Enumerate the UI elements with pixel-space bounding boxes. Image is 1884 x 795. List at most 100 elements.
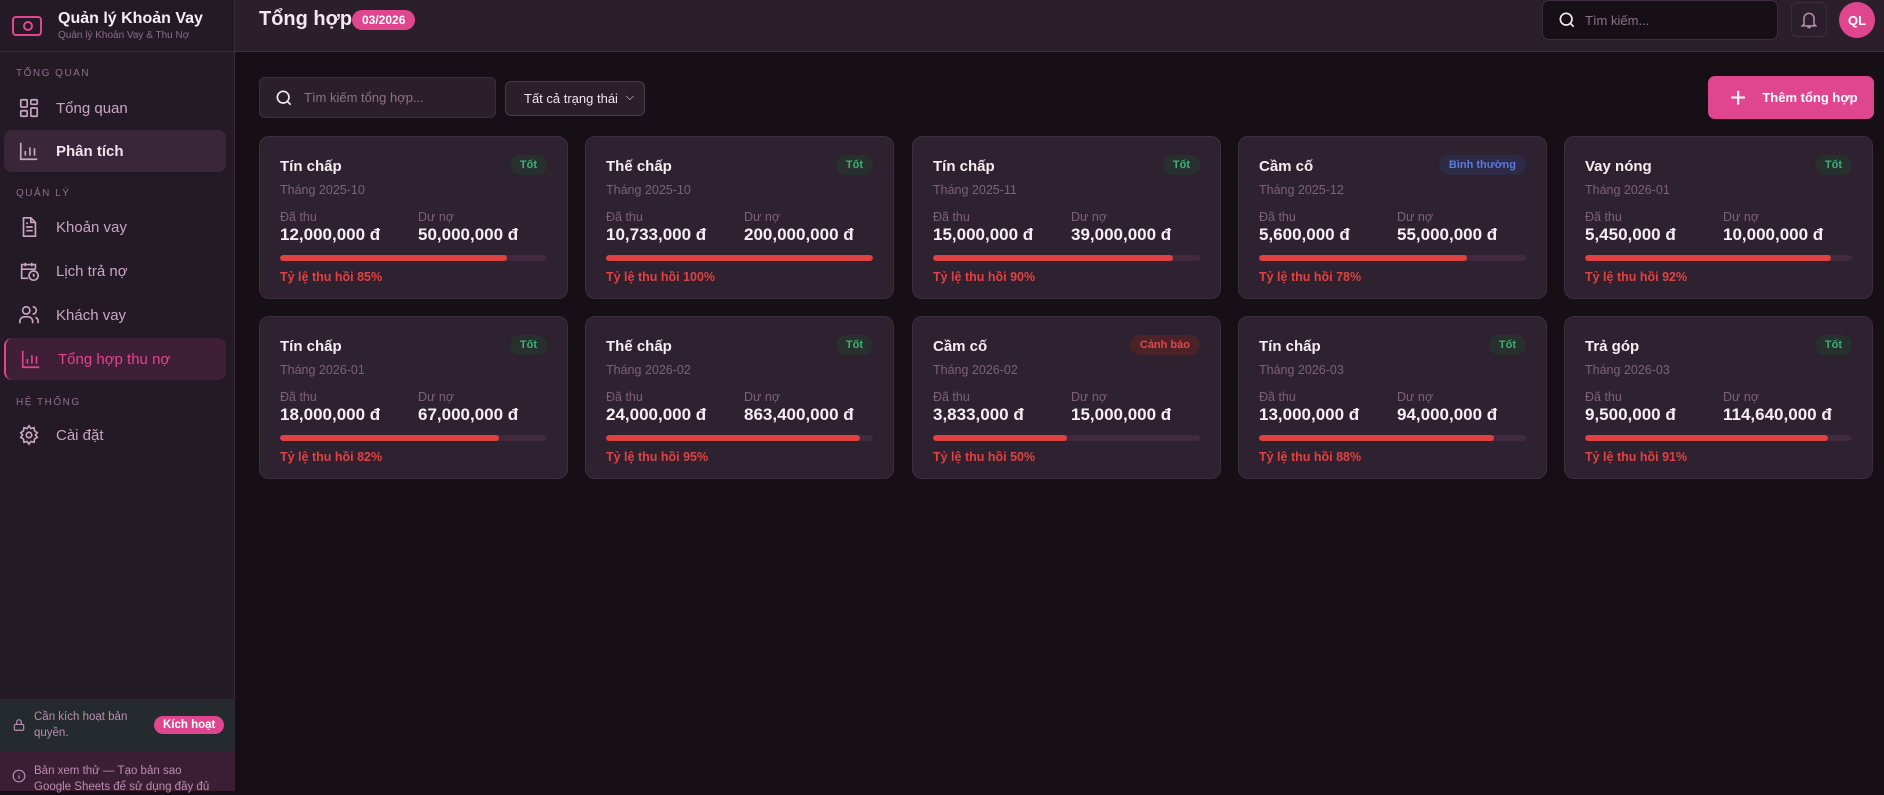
collected-value: 10,733,000 đ: [606, 225, 707, 244]
card-month: Tháng 2026-02: [933, 363, 1018, 377]
collected-label: Đã thu: [933, 210, 970, 224]
recovery-progress-fill: [1259, 255, 1468, 261]
recovery-rate: Tỷ lệ thu hồi 91%: [1585, 450, 1688, 464]
collected-label: Đã thu: [280, 210, 317, 224]
status-badge: Tốt: [1162, 155, 1200, 175]
summary-search-input[interactable]: Tìm kiếm tổng hợp...: [259, 77, 496, 118]
sidebar: Quản lý Khoản Vay Quản lý Khoản Vay & Th…: [0, 0, 235, 793]
status-badge: Tốt: [509, 155, 547, 175]
sidebar-item-label: Tổng hợp thu nợ: [58, 350, 171, 368]
card-month: Tháng 2026-01: [1585, 183, 1670, 197]
status-badge: Tốt: [1814, 335, 1852, 355]
notifications-button[interactable]: [1791, 2, 1827, 37]
app-title: Quản lý Khoản Vay: [58, 10, 203, 27]
bell-icon: [1800, 12, 1818, 28]
card-month: Tháng 2025-12: [1259, 183, 1344, 197]
sidebar-item-settings[interactable]: Cài đặt: [4, 414, 226, 456]
sidebar-item-analysis[interactable]: Phân tích: [4, 130, 226, 172]
sidebar-item-label: Cài đặt: [56, 426, 104, 444]
recovery-progress-bar: [933, 435, 1200, 441]
loan-type: Tín chấp: [280, 158, 342, 175]
avatar[interactable]: QL: [1839, 2, 1875, 38]
section-manage: QUẢN LÝ: [16, 188, 71, 199]
recovery-progress-bar: [280, 435, 547, 441]
sidebar-item-schedule[interactable]: Lịch trả nợ: [4, 250, 226, 292]
summary-card[interactable]: Tín chấp Tháng 2026-03 Tốt Đã thu Dư nợ …: [1238, 316, 1547, 479]
summary-card[interactable]: Tín chấp Tháng 2025-10 Tốt Đã thu Dư nợ …: [259, 136, 568, 299]
chart-icon: [21, 350, 40, 369]
sidebar-item-overview[interactable]: Tổng quan: [4, 87, 226, 129]
recovery-rate: Tỷ lệ thu hồi 90%: [933, 270, 1036, 284]
status-filter-value: Tất cả trạng thái: [524, 91, 618, 106]
recovery-progress-bar: [606, 255, 873, 261]
outstanding-label: Dư nợ: [418, 390, 455, 404]
status-badge: Bình thường: [1438, 155, 1526, 175]
card-month: Tháng 2026-01: [280, 363, 365, 377]
users-icon: [19, 305, 39, 324]
sidebar-item-label: Phân tích: [56, 142, 124, 160]
sidebar-item-loans[interactable]: Khoản vay: [4, 206, 226, 248]
card-month: Tháng 2026-03: [1585, 363, 1670, 377]
recovery-progress-fill: [933, 435, 1067, 441]
collected-value: 5,450,000 đ: [1585, 225, 1676, 244]
summary-card[interactable]: Trả góp Tháng 2026-03 Tốt Đã thu Dư nợ 9…: [1564, 316, 1873, 479]
recovery-rate: Tỷ lệ thu hồi 78%: [1259, 270, 1362, 284]
recovery-rate: Tỷ lệ thu hồi 85%: [280, 270, 383, 284]
status-badge: Tốt: [509, 335, 547, 355]
outstanding-label: Dư nợ: [1397, 210, 1434, 224]
summary-card[interactable]: Tín chấp Tháng 2026-01 Tốt Đã thu Dư nợ …: [259, 316, 568, 479]
recovery-progress-bar: [1585, 435, 1852, 441]
outstanding-value: 200,000,000 đ: [744, 225, 854, 244]
summary-card[interactable]: Thế chấp Tháng 2025-10 Tốt Đã thu Dư nợ …: [585, 136, 894, 299]
add-summary-button[interactable]: + Thêm tổng hợp: [1708, 76, 1874, 119]
plus-icon: +: [1730, 81, 1747, 113]
outstanding-value: 50,000,000 đ: [418, 225, 519, 244]
search-placeholder: Tìm kiếm...: [1585, 12, 1650, 28]
search-placeholder: Tìm kiếm tổng hợp...: [304, 90, 424, 105]
recovery-progress-fill: [280, 255, 507, 261]
summary-card[interactable]: Thế chấp Tháng 2026-02 Tốt Đã thu Dư nợ …: [585, 316, 894, 479]
recovery-progress-fill: [933, 255, 1174, 261]
calendar-clock-icon: [20, 262, 39, 281]
loan-type: Cầm cố: [933, 338, 988, 355]
brand: Quản lý Khoản Vay Quản lý Khoản Vay & Th…: [0, 0, 234, 52]
search-icon: [276, 90, 292, 105]
recovery-rate: Tỷ lệ thu hồi 95%: [606, 450, 709, 464]
sidebar-item-label: Khoản vay: [56, 218, 127, 236]
recovery-progress-fill: [280, 435, 499, 441]
summary-card[interactable]: Vay nóng Tháng 2026-01 Tốt Đã thu Dư nợ …: [1564, 136, 1873, 299]
loan-type: Tín chấp: [280, 338, 342, 355]
loan-type: Cầm cố: [1259, 158, 1314, 175]
collected-label: Đã thu: [1259, 210, 1296, 224]
money-icon: [12, 15, 42, 36]
card-month: Tháng 2025-10: [606, 183, 691, 197]
gear-icon: [19, 424, 39, 446]
status-filter-select[interactable]: Tất cả trạng thái ⌵: [505, 81, 645, 116]
recovery-progress-bar: [280, 255, 547, 261]
outstanding-label: Dư nợ: [1723, 210, 1760, 224]
summary-card[interactable]: Cầm cố Tháng 2026-02 Cảnh báo Đã thu Dư …: [912, 316, 1221, 479]
sidebar-item-debt-summary[interactable]: Tổng hợp thu nợ: [4, 338, 226, 380]
activate-button[interactable]: Kích hoạt: [154, 716, 225, 734]
license-banner: Cần kích hoạt bản quyền. Kích hoạt: [0, 699, 235, 751]
section-system: HỆ THỐNG: [16, 397, 81, 408]
outstanding-label: Dư nợ: [1397, 390, 1434, 404]
outstanding-value: 10,000,000 đ: [1723, 225, 1824, 244]
loan-type: Tín chấp: [933, 158, 995, 175]
collected-value: 3,833,000 đ: [933, 405, 1024, 424]
global-search-input[interactable]: Tìm kiếm...: [1542, 0, 1778, 40]
sidebar-item-borrowers[interactable]: Khách vay: [4, 294, 226, 336]
collected-value: 9,500,000 đ: [1585, 405, 1676, 424]
card-month: Tháng 2025-10: [280, 183, 365, 197]
collected-label: Đã thu: [1585, 210, 1622, 224]
collected-value: 15,000,000 đ: [933, 225, 1034, 244]
summary-card[interactable]: Tín chấp Tháng 2025-11 Tốt Đã thu Dư nợ …: [912, 136, 1221, 299]
summary-card[interactable]: Cầm cố Tháng 2025-12 Bình thường Đã thu …: [1238, 136, 1547, 299]
grid-icon: [19, 98, 39, 118]
recovery-progress-fill: [1585, 255, 1831, 261]
collected-value: 18,000,000 đ: [280, 405, 381, 424]
collected-label: Đã thu: [280, 390, 317, 404]
collected-label: Đã thu: [1259, 390, 1296, 404]
recovery-progress-fill: [606, 255, 873, 261]
card-month: Tháng 2026-03: [1259, 363, 1344, 377]
